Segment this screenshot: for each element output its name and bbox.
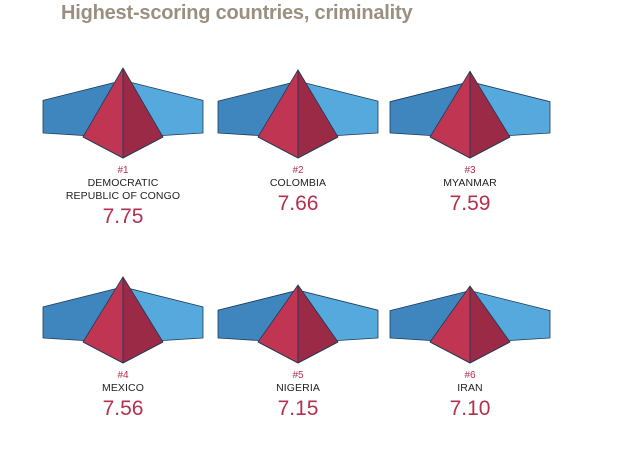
- rank-label: #2: [292, 165, 304, 176]
- country-name: NIGERIA: [218, 382, 378, 395]
- score-value: 7.56: [102, 397, 144, 420]
- country-name-line: DEMOCRATIC: [87, 177, 159, 189]
- pyramid-base-1: [82, 136, 164, 159]
- pyramid-base-4: [82, 341, 164, 364]
- score-value: 7.15: [277, 397, 319, 420]
- country-figure-1: [42, 67, 204, 159]
- country-name: MEXICO: [43, 382, 203, 395]
- rank-label: #5: [292, 370, 304, 381]
- country-figure-2: [217, 69, 379, 159]
- country-name: IRAN: [390, 382, 550, 395]
- rank-label: #1: [117, 165, 129, 176]
- country-name-line: MYANMAR: [443, 177, 497, 189]
- country-figure-4: [42, 276, 204, 364]
- rank-label: #3: [464, 165, 476, 176]
- country-name-line: COLOMBIA: [269, 177, 327, 189]
- country-figure-3: [389, 70, 551, 159]
- country-name: DEMOCRATIC REPUBLIC OF CONGO: [43, 177, 203, 203]
- country-figure-5: [217, 284, 379, 364]
- score-value: 7.66: [277, 192, 319, 215]
- rank-label: #4: [117, 370, 129, 381]
- country-name: COLOMBIA: [218, 177, 378, 190]
- score-value: 7.59: [449, 192, 491, 215]
- rank-label: #6: [464, 370, 476, 381]
- country-name-line: MEXICO: [101, 382, 145, 394]
- pyramid-base-3: [429, 136, 511, 159]
- pyramid-base-5: [257, 341, 339, 364]
- country-name-line: IRAN: [457, 382, 483, 394]
- country-figure-6: [389, 285, 551, 364]
- chart-title: Highest-scoring countries, criminality: [61, 2, 413, 24]
- score-value: 7.10: [449, 397, 491, 420]
- pyramid-base-2: [257, 136, 339, 159]
- pyramid-base-6: [429, 341, 511, 364]
- country-name-line: NIGERIA: [276, 382, 320, 394]
- score-value: 7.75: [102, 205, 144, 228]
- country-name-line: REPUBLIC OF CONGO: [65, 190, 181, 202]
- country-name: MYANMAR: [390, 177, 550, 190]
